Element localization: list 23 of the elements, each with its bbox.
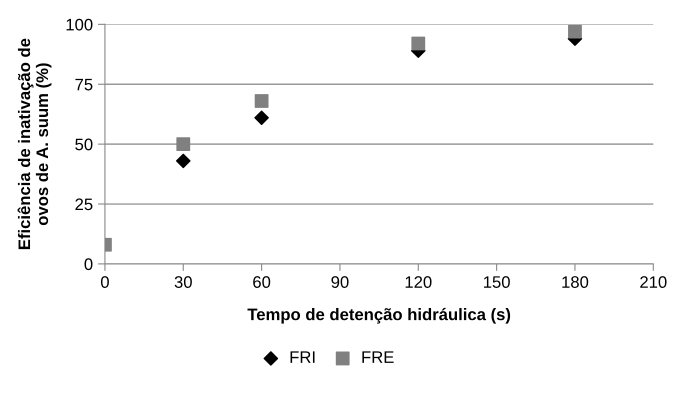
point [411,36,426,50]
y-tick-label: 100 [66,18,92,31]
point [568,24,582,38]
x-tick-label: 120 [406,276,432,288]
y-tick-label: 0 [84,258,92,270]
y-axis-title: Eficiência de inativação de ovos de A. suum (%) [18,38,52,250]
legend-label: FRI [290,351,315,363]
x-tick-label: 180 [562,276,588,288]
x-tick-label: 150 [484,276,510,288]
point [254,94,269,108]
x-tick-label: 210 [640,276,667,288]
point [176,154,191,168]
x-tick-label: 30 [174,276,192,288]
y-tick-label: 50 [75,138,92,150]
y-tick-label: 25 [75,198,92,210]
y-tick-label: 75 [75,78,92,90]
x-tick-label: 90 [331,276,349,288]
legend-label: FRE [362,351,394,363]
point [176,137,190,152]
x-tick-label: 0 [100,276,109,288]
point [254,110,269,126]
x-axis-title: Tempo de detenção hidráulica (s) [248,308,510,324]
x-tick-label: 60 [253,276,270,288]
